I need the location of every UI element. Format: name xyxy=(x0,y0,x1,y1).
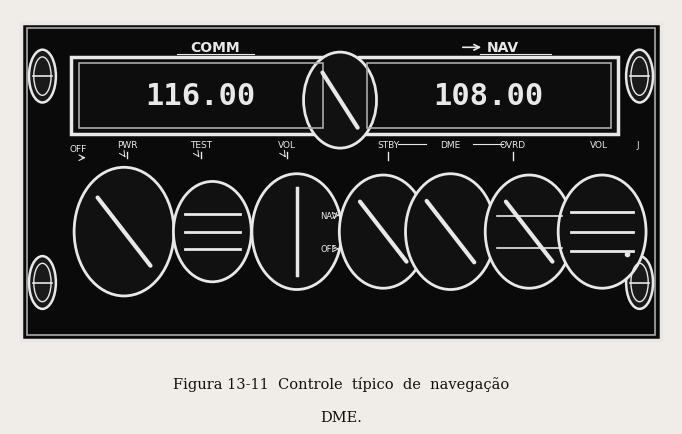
Ellipse shape xyxy=(626,256,653,309)
Ellipse shape xyxy=(252,174,342,290)
Ellipse shape xyxy=(558,176,646,289)
Ellipse shape xyxy=(74,168,174,296)
Text: PWR: PWR xyxy=(117,141,137,149)
Text: 108.00: 108.00 xyxy=(434,82,544,111)
Ellipse shape xyxy=(303,53,376,149)
Text: NAV: NAV xyxy=(320,211,337,220)
Bar xyxy=(367,63,611,128)
Bar xyxy=(71,58,331,135)
Text: DME.: DME. xyxy=(320,410,362,424)
Ellipse shape xyxy=(29,256,56,309)
Text: OVRD: OVRD xyxy=(500,141,526,149)
FancyBboxPatch shape xyxy=(21,24,661,340)
Ellipse shape xyxy=(626,51,653,103)
Text: VOL: VOL xyxy=(590,141,608,149)
Ellipse shape xyxy=(406,174,495,290)
Text: OFF: OFF xyxy=(321,245,337,254)
Text: VOL: VOL xyxy=(278,141,296,149)
Text: 116.00: 116.00 xyxy=(146,82,256,111)
Bar xyxy=(359,58,619,135)
Text: J: J xyxy=(636,141,639,149)
Ellipse shape xyxy=(340,176,427,289)
Text: NAV: NAV xyxy=(487,41,519,55)
Text: OFF: OFF xyxy=(70,144,87,153)
Ellipse shape xyxy=(173,182,251,282)
Text: STBY: STBY xyxy=(377,141,399,149)
Ellipse shape xyxy=(485,176,573,289)
Text: Figura 13-11  Controle  típico  de  navegação: Figura 13-11 Controle típico de navegaçã… xyxy=(173,376,509,391)
Bar xyxy=(79,63,323,128)
Text: COMM: COMM xyxy=(190,41,240,55)
Ellipse shape xyxy=(29,51,56,103)
Text: TEST: TEST xyxy=(190,141,212,149)
Text: DME: DME xyxy=(441,141,460,149)
